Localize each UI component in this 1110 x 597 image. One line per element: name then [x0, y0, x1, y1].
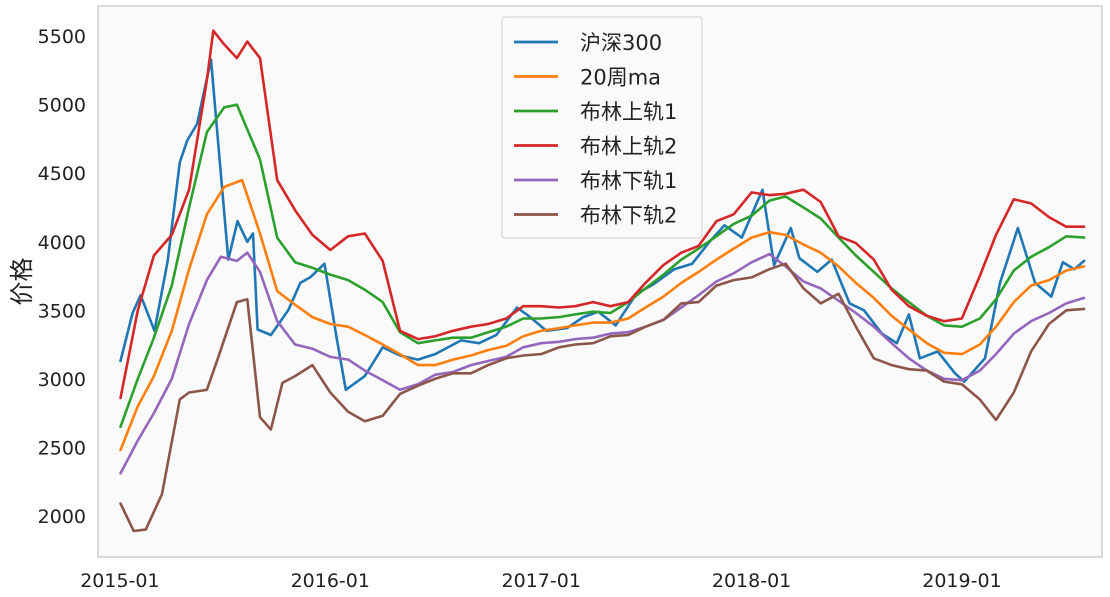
x-tick-label: 2018-01 [712, 570, 791, 592]
y-axis-title: 价格 [8, 258, 36, 306]
legend-label: 20周ma [580, 66, 661, 90]
x-tick-label: 2019-01 [922, 570, 1001, 592]
y-tick-label: 5500 [38, 26, 86, 48]
y-tick-label: 4500 [38, 163, 86, 185]
y-tick-label: 4000 [38, 232, 86, 254]
series-line-1 [119, 58, 1086, 392]
y-tick-label: 3000 [38, 369, 86, 391]
y-tick-label: 5000 [38, 95, 86, 117]
series-line-6 [119, 262, 1086, 533]
axes: 2000 2500 3000 3500 4000 4500 5000 5500 2015-01 2… [38, 26, 1002, 592]
series-line-2 [119, 178, 1086, 452]
series-line-5 [119, 251, 1086, 475]
legend-label: 布林上轨2 [580, 135, 677, 159]
legend: 沪深300 20周ma 布林上轨1 布林上轨2 布林下轨1 布林下轨2 [501, 16, 703, 239]
legend-label: 布林下轨1 [580, 169, 677, 193]
legend-label: 布林上轨1 [580, 100, 677, 124]
y-tick-label: 3500 [38, 300, 86, 322]
legend-label: 沪深300 [580, 31, 662, 55]
legend-label: 布林下轨2 [580, 204, 677, 228]
legend-box [501, 16, 703, 239]
series-line-4 [119, 29, 1086, 400]
x-tick-label: 2015-01 [80, 570, 159, 592]
x-tick-label: 2016-01 [291, 570, 370, 592]
y-tick-label: 2500 [38, 437, 86, 459]
y-tick-label: 2000 [38, 506, 86, 528]
x-tick-label: 2017-01 [502, 570, 581, 592]
series-layer [119, 29, 1086, 533]
